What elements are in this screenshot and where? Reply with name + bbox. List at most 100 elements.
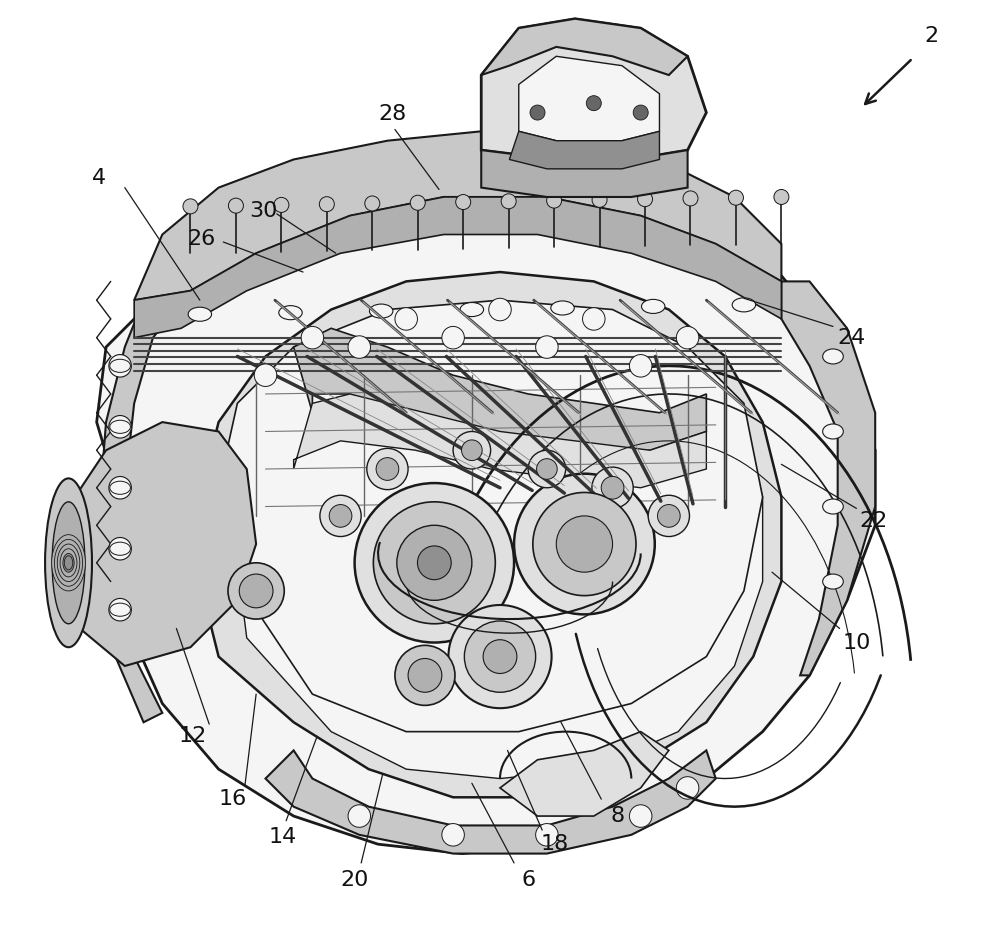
Ellipse shape (110, 359, 130, 372)
Circle shape (417, 546, 451, 580)
Ellipse shape (551, 301, 574, 315)
Text: 18: 18 (540, 834, 569, 855)
Circle shape (547, 193, 562, 208)
Circle shape (183, 199, 198, 214)
Ellipse shape (110, 481, 130, 494)
Polygon shape (237, 310, 763, 779)
Polygon shape (509, 131, 659, 169)
Circle shape (592, 467, 633, 508)
Text: 2: 2 (924, 25, 939, 46)
Circle shape (501, 194, 516, 209)
Circle shape (514, 474, 655, 614)
Ellipse shape (110, 603, 130, 616)
Circle shape (408, 658, 442, 692)
Polygon shape (134, 197, 781, 338)
Circle shape (448, 605, 552, 708)
Circle shape (329, 505, 352, 527)
Circle shape (586, 96, 601, 111)
Ellipse shape (279, 306, 302, 320)
Ellipse shape (641, 299, 665, 313)
Circle shape (601, 477, 624, 499)
Polygon shape (200, 272, 781, 797)
Text: 20: 20 (340, 870, 369, 890)
Circle shape (109, 537, 131, 560)
Circle shape (629, 805, 652, 827)
Ellipse shape (52, 535, 85, 591)
Circle shape (774, 189, 789, 204)
Ellipse shape (45, 478, 92, 647)
Text: 30: 30 (249, 201, 278, 221)
Polygon shape (97, 263, 190, 722)
Ellipse shape (57, 544, 80, 582)
Text: 10: 10 (842, 632, 871, 653)
Circle shape (365, 196, 380, 211)
Circle shape (533, 492, 636, 596)
Circle shape (397, 525, 472, 600)
Text: 24: 24 (838, 327, 866, 348)
Ellipse shape (60, 549, 77, 577)
Circle shape (464, 621, 536, 692)
Circle shape (462, 440, 482, 461)
Circle shape (536, 336, 558, 358)
Ellipse shape (823, 499, 843, 514)
Circle shape (395, 645, 455, 705)
Circle shape (274, 197, 289, 212)
Circle shape (648, 495, 689, 537)
Ellipse shape (823, 574, 843, 589)
Ellipse shape (54, 539, 83, 586)
Circle shape (410, 195, 425, 210)
Polygon shape (481, 19, 706, 159)
Circle shape (109, 598, 131, 621)
Circle shape (348, 336, 371, 358)
Polygon shape (500, 732, 669, 816)
Polygon shape (69, 422, 256, 666)
Text: 26: 26 (188, 229, 216, 250)
Circle shape (376, 458, 399, 480)
Text: 14: 14 (268, 826, 297, 847)
Circle shape (676, 777, 699, 799)
Circle shape (453, 431, 491, 469)
Ellipse shape (64, 555, 73, 570)
Polygon shape (519, 56, 659, 141)
Ellipse shape (188, 308, 212, 321)
Circle shape (395, 308, 417, 330)
Circle shape (355, 483, 514, 643)
Ellipse shape (460, 302, 484, 316)
Polygon shape (294, 394, 706, 488)
Circle shape (228, 563, 284, 619)
Circle shape (592, 192, 607, 207)
Text: 4: 4 (91, 168, 106, 189)
Circle shape (239, 574, 273, 608)
Circle shape (629, 355, 652, 377)
Circle shape (583, 308, 605, 330)
Text: 8: 8 (610, 806, 624, 826)
Circle shape (254, 364, 277, 386)
Circle shape (489, 298, 511, 321)
Circle shape (456, 194, 471, 209)
Ellipse shape (369, 304, 393, 318)
Polygon shape (781, 281, 875, 675)
Circle shape (633, 105, 648, 120)
Circle shape (683, 191, 698, 206)
Circle shape (109, 355, 131, 377)
Circle shape (301, 326, 324, 349)
Polygon shape (481, 19, 688, 75)
Ellipse shape (110, 420, 130, 433)
Circle shape (676, 326, 699, 349)
Circle shape (319, 197, 334, 212)
Circle shape (728, 190, 743, 205)
Circle shape (537, 459, 557, 479)
Circle shape (530, 105, 545, 120)
Circle shape (348, 805, 371, 827)
Circle shape (483, 640, 517, 673)
Circle shape (638, 191, 653, 206)
Ellipse shape (823, 424, 843, 439)
Circle shape (442, 326, 464, 349)
Ellipse shape (823, 349, 843, 364)
Text: 12: 12 (178, 726, 206, 747)
Polygon shape (219, 300, 763, 732)
Polygon shape (294, 328, 706, 450)
Ellipse shape (110, 542, 130, 555)
Circle shape (228, 198, 243, 213)
Circle shape (556, 516, 613, 572)
